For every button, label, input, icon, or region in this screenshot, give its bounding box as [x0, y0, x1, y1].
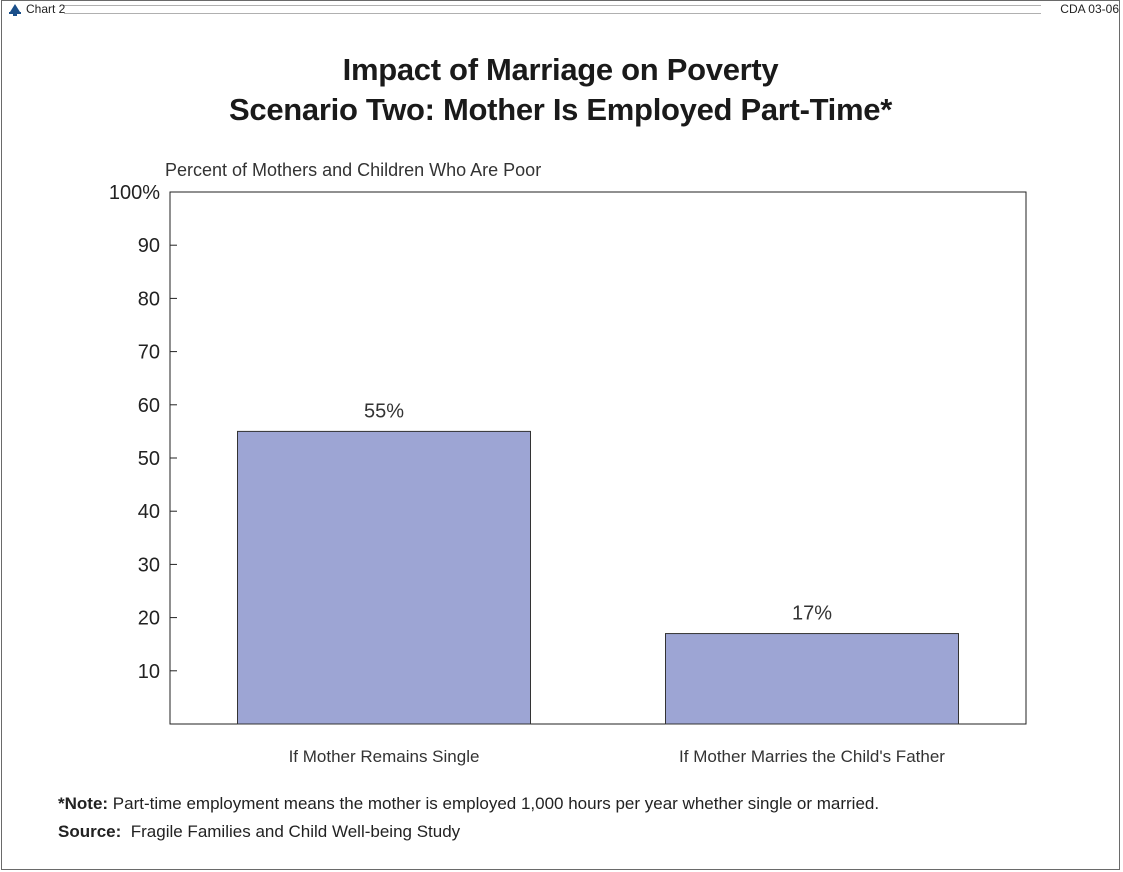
source-label: Source:	[58, 822, 122, 841]
chart-title: Impact of Marriage on Poverty	[342, 52, 779, 87]
note-label: *Note:	[58, 794, 109, 813]
footnote: *Note: Part-time employment means the mo…	[58, 794, 879, 814]
document-id-label: CDA 03-06	[1060, 2, 1119, 16]
bell-logo-icon	[9, 4, 21, 16]
chart-number-label: Chart 2	[26, 2, 66, 16]
header-rule	[64, 5, 1041, 14]
source-text: Fragile Families and Child Well-being St…	[121, 822, 461, 841]
chart-header: Chart 2 CDA 03-06	[2, 1, 1121, 19]
chart-subtitle: Scenario Two: Mother Is Employed Part-Ti…	[229, 92, 892, 127]
source-line: Source: Fragile Families and Child Well-…	[58, 822, 460, 842]
note-text: Part-time employment means the mother is…	[108, 794, 880, 813]
y-axis-label: Percent of Mothers and Children Who Are …	[165, 160, 542, 180]
